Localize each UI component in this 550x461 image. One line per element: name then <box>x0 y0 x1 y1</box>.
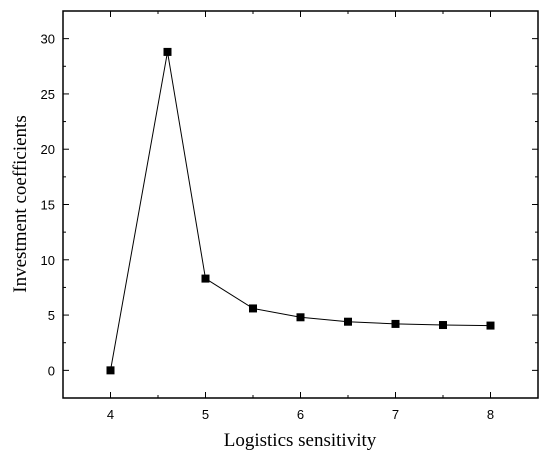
y-axis-title: Investment coefficients <box>10 115 31 292</box>
data-point <box>486 321 495 330</box>
series-line <box>110 51 491 371</box>
ticks <box>63 11 538 398</box>
y-tick-label: 5 <box>48 308 55 323</box>
data-point <box>201 274 210 283</box>
data-point <box>296 313 305 322</box>
x-tick-label: 5 <box>202 407 209 422</box>
x-tick-label: 7 <box>392 407 399 422</box>
y-tick-label: 15 <box>41 198 55 213</box>
y-tick-label: 30 <box>41 32 55 47</box>
y-tick-label: 10 <box>41 253 55 268</box>
y-tick-label: 20 <box>41 142 55 157</box>
x-tick-label: 8 <box>487 407 494 422</box>
x-tick-label: 4 <box>107 407 114 422</box>
plot-frame <box>62 10 539 399</box>
data-point <box>439 321 447 330</box>
y-tick-label: 25 <box>41 87 55 102</box>
data-point <box>106 366 115 375</box>
data-markers <box>106 47 495 375</box>
x-axis-title: Logistics sensitivity <box>224 430 377 451</box>
data-point <box>344 317 352 326</box>
y-tick-label: 0 <box>48 363 55 378</box>
data-point <box>391 319 400 328</box>
x-tick-label: 6 <box>297 407 304 422</box>
data-point <box>163 47 172 56</box>
data-point <box>249 304 257 313</box>
tick-labels: 4 5 6 7 8 0 5 10 15 20 25 30 <box>41 32 495 422</box>
